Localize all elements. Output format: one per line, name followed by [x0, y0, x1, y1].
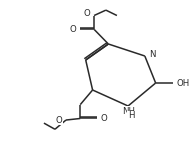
Text: N: N [150, 50, 156, 59]
Text: O: O [70, 25, 76, 34]
Text: OH: OH [177, 79, 190, 87]
Text: O: O [84, 9, 90, 18]
Text: O: O [56, 116, 63, 125]
Text: H: H [128, 111, 134, 120]
Text: NH: NH [123, 107, 135, 116]
Text: O: O [101, 114, 108, 123]
